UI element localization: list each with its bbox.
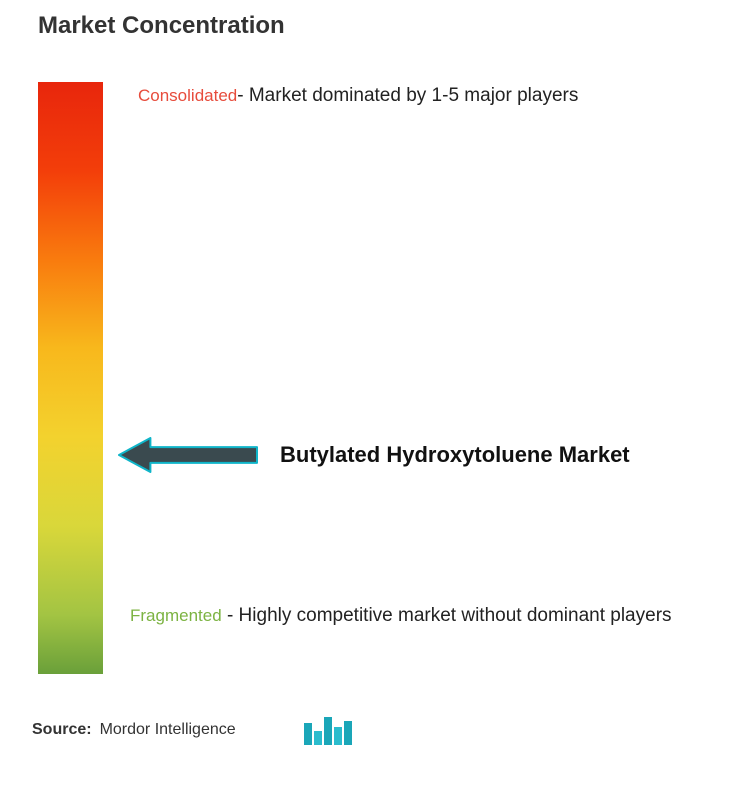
consolidated-word: Consolidated bbox=[138, 86, 237, 105]
gradient-bar bbox=[38, 82, 103, 674]
source-row: Source: Mordor Intelligence bbox=[32, 715, 354, 745]
consolidated-label: Consolidated- Market dominated by 1-5 ma… bbox=[138, 82, 689, 111]
marker-row: Butylated Hydroxytoluene Market bbox=[118, 437, 630, 473]
page-title: Market Concentration bbox=[38, 12, 699, 40]
arrow-left-icon bbox=[118, 437, 258, 473]
concentration-diagram: Consolidated- Market dominated by 1-5 ma… bbox=[38, 82, 699, 674]
fragmented-desc: - Highly competitive market without domi… bbox=[222, 605, 672, 626]
consolidated-desc: - Market dominated by 1-5 major players bbox=[237, 85, 578, 106]
marker-text: Butylated Hydroxytoluene Market bbox=[280, 442, 630, 468]
fragmented-word: Fragmented bbox=[130, 606, 222, 625]
source-name: Mordor Intelligence bbox=[100, 721, 236, 739]
mordor-logo-icon bbox=[304, 715, 354, 745]
fragmented-label: Fragmented - Highly competitive market w… bbox=[130, 597, 689, 635]
source-label: Source: bbox=[32, 721, 92, 739]
